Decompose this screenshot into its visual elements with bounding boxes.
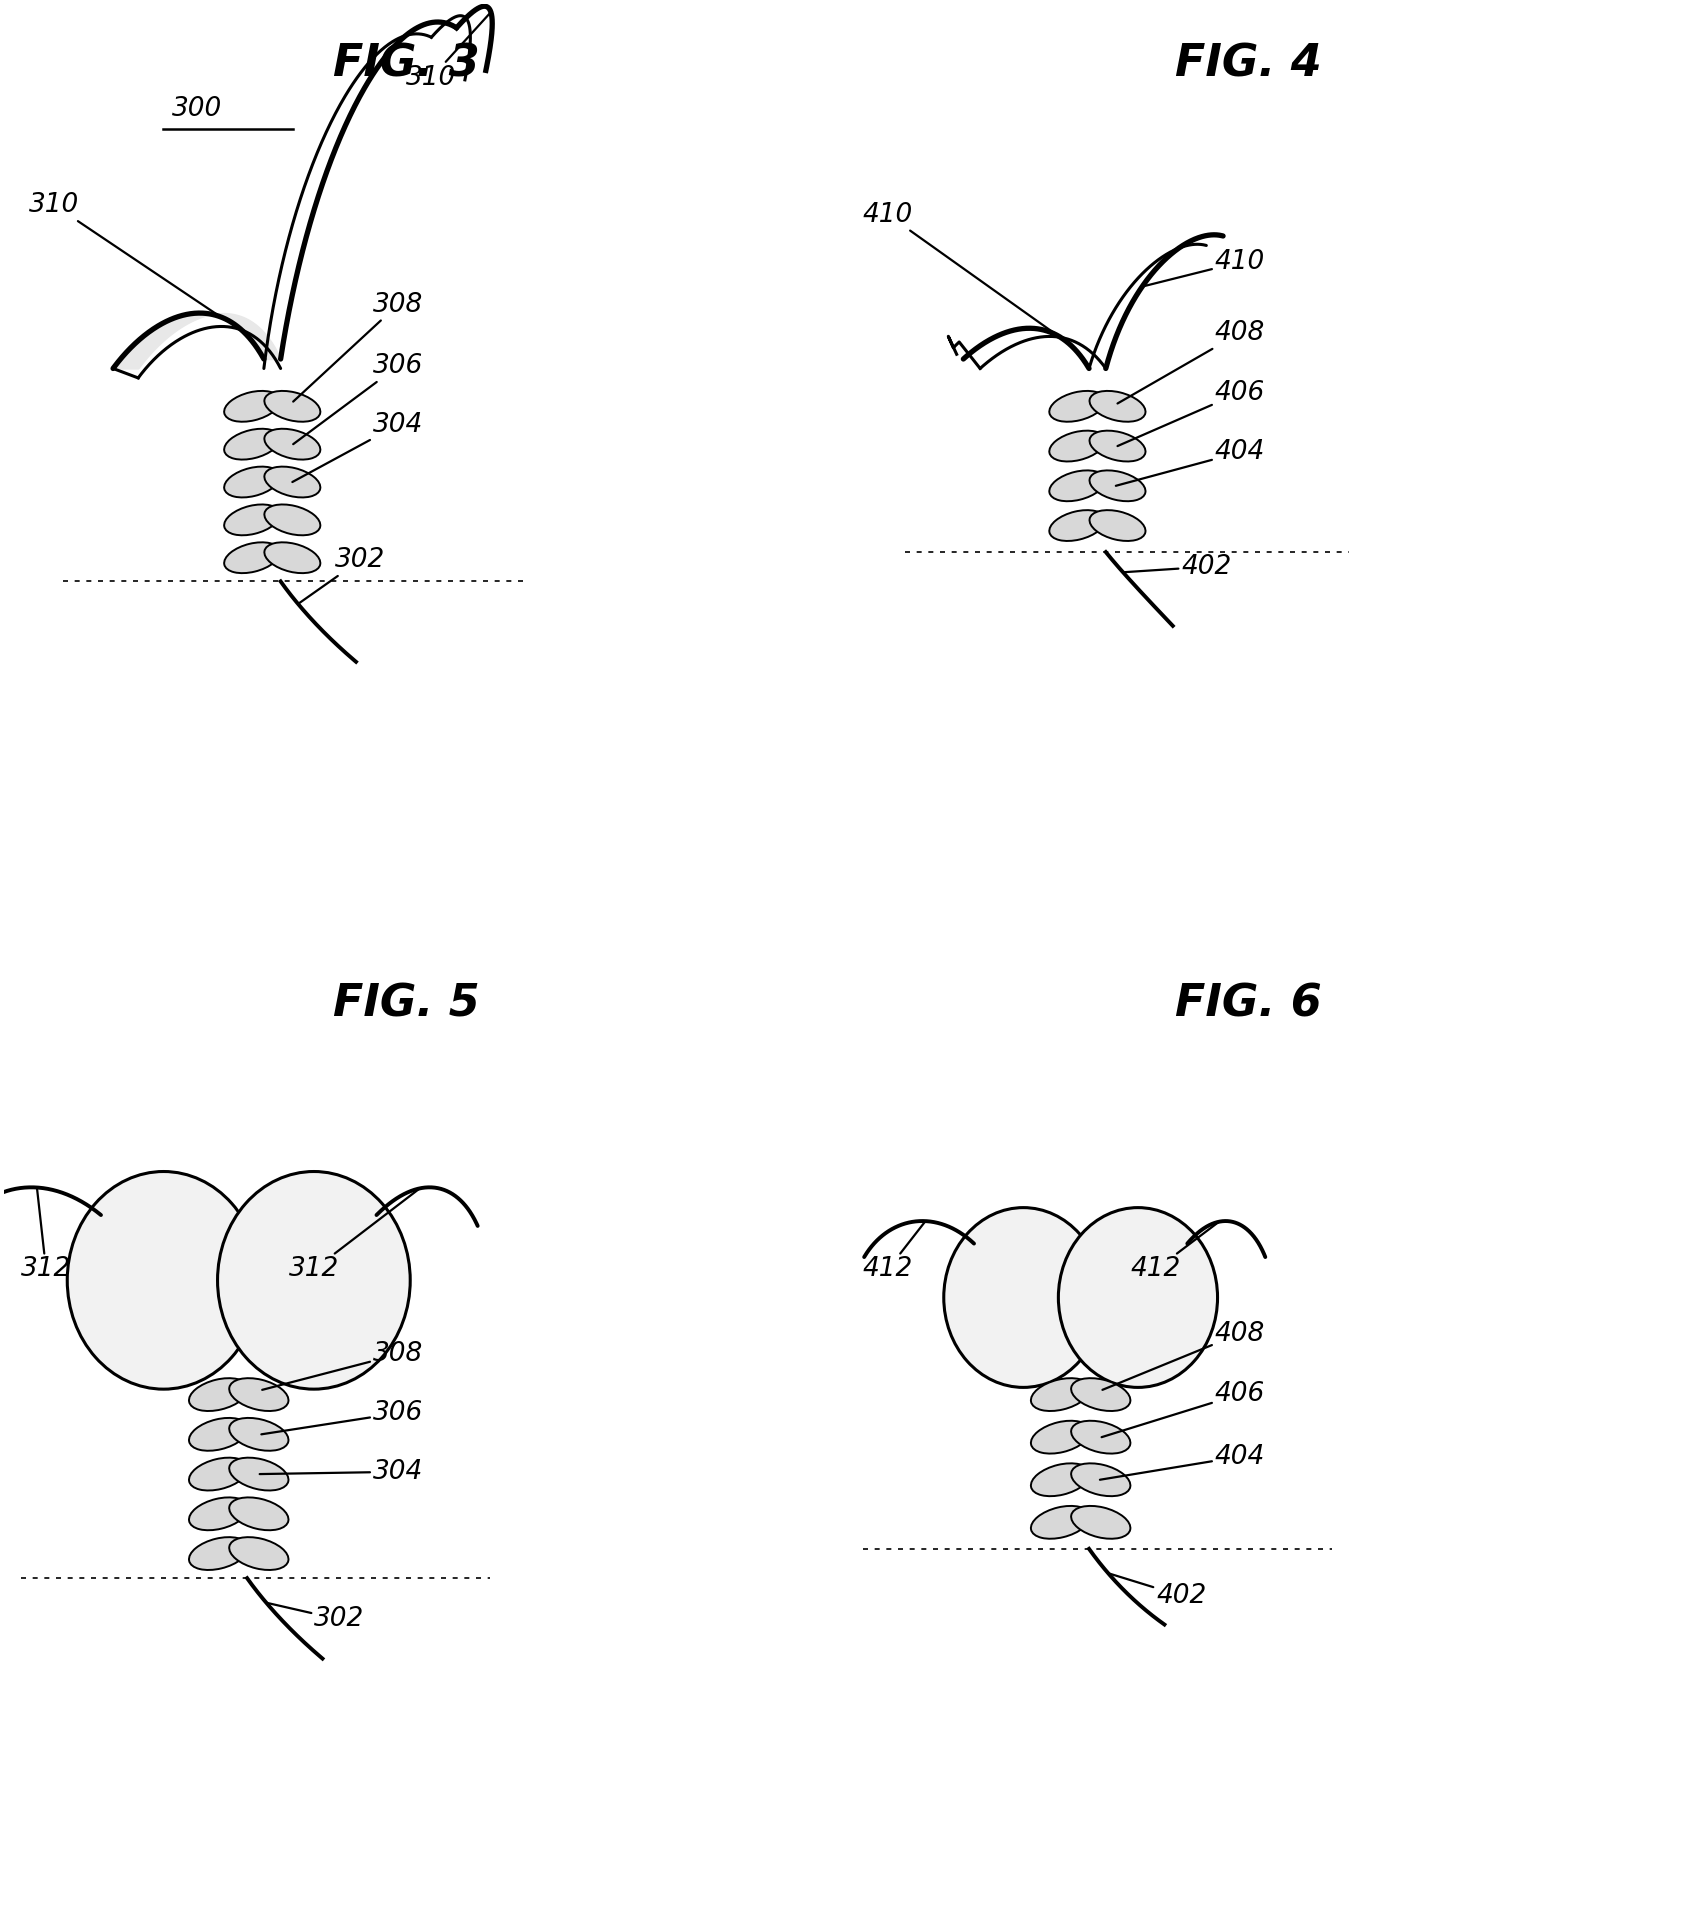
Ellipse shape bbox=[189, 1417, 248, 1452]
Ellipse shape bbox=[189, 1377, 248, 1412]
Ellipse shape bbox=[1031, 1463, 1090, 1495]
Text: 402: 402 bbox=[1123, 554, 1232, 579]
Ellipse shape bbox=[225, 467, 280, 497]
Circle shape bbox=[1058, 1208, 1217, 1387]
Text: 308: 308 bbox=[262, 1341, 424, 1391]
Text: 406: 406 bbox=[1117, 379, 1264, 446]
Text: 308: 308 bbox=[294, 291, 424, 402]
Ellipse shape bbox=[1031, 1507, 1090, 1539]
Ellipse shape bbox=[230, 1377, 289, 1412]
Text: 410: 410 bbox=[863, 202, 1058, 335]
Ellipse shape bbox=[230, 1457, 289, 1490]
Ellipse shape bbox=[1089, 391, 1146, 421]
Ellipse shape bbox=[1072, 1507, 1131, 1539]
Text: FIG. 4: FIG. 4 bbox=[1175, 42, 1322, 86]
Text: FIG. 5: FIG. 5 bbox=[333, 983, 479, 1027]
Ellipse shape bbox=[189, 1457, 248, 1490]
Circle shape bbox=[218, 1172, 410, 1389]
Ellipse shape bbox=[1089, 511, 1146, 541]
Ellipse shape bbox=[1089, 431, 1146, 461]
Ellipse shape bbox=[1089, 471, 1146, 501]
Ellipse shape bbox=[1072, 1463, 1131, 1495]
Ellipse shape bbox=[1072, 1421, 1131, 1454]
Ellipse shape bbox=[265, 505, 321, 535]
Text: 310: 310 bbox=[29, 192, 221, 316]
Ellipse shape bbox=[230, 1537, 289, 1570]
Ellipse shape bbox=[265, 543, 321, 573]
Text: 304: 304 bbox=[260, 1459, 424, 1484]
Text: 302: 302 bbox=[299, 547, 385, 604]
Ellipse shape bbox=[1031, 1421, 1090, 1454]
Ellipse shape bbox=[225, 391, 280, 421]
Ellipse shape bbox=[230, 1497, 289, 1530]
Text: 412: 412 bbox=[863, 1221, 925, 1282]
Text: 410: 410 bbox=[1143, 250, 1264, 286]
Text: 408: 408 bbox=[1117, 320, 1264, 404]
Ellipse shape bbox=[1050, 391, 1106, 421]
Ellipse shape bbox=[225, 505, 280, 535]
Ellipse shape bbox=[1050, 431, 1106, 461]
Ellipse shape bbox=[1072, 1377, 1131, 1412]
Ellipse shape bbox=[225, 429, 280, 459]
Text: 406: 406 bbox=[1102, 1381, 1264, 1436]
Text: 404: 404 bbox=[1116, 440, 1264, 486]
Ellipse shape bbox=[265, 467, 321, 497]
Text: 412: 412 bbox=[1131, 1221, 1219, 1282]
Ellipse shape bbox=[265, 391, 321, 421]
Circle shape bbox=[68, 1172, 260, 1389]
Ellipse shape bbox=[189, 1537, 248, 1570]
Text: 300: 300 bbox=[172, 97, 221, 122]
Text: 312: 312 bbox=[20, 1187, 71, 1282]
Ellipse shape bbox=[225, 543, 280, 573]
Text: 306: 306 bbox=[262, 1400, 424, 1434]
Text: 404: 404 bbox=[1101, 1444, 1264, 1480]
Text: 302: 302 bbox=[267, 1602, 365, 1633]
Text: 304: 304 bbox=[292, 411, 424, 482]
Ellipse shape bbox=[1031, 1377, 1090, 1412]
Text: 402: 402 bbox=[1107, 1574, 1207, 1608]
Ellipse shape bbox=[1050, 511, 1106, 541]
Text: 408: 408 bbox=[1102, 1320, 1264, 1391]
Circle shape bbox=[944, 1208, 1102, 1387]
Text: 312: 312 bbox=[289, 1189, 420, 1282]
Ellipse shape bbox=[230, 1417, 289, 1452]
Text: 306: 306 bbox=[294, 352, 424, 444]
Text: FIG. 6: FIG. 6 bbox=[1175, 983, 1322, 1027]
Text: 310: 310 bbox=[407, 11, 491, 91]
Text: FIG. 3: FIG. 3 bbox=[333, 42, 479, 86]
Ellipse shape bbox=[265, 429, 321, 459]
Ellipse shape bbox=[189, 1497, 248, 1530]
Ellipse shape bbox=[1050, 471, 1106, 501]
